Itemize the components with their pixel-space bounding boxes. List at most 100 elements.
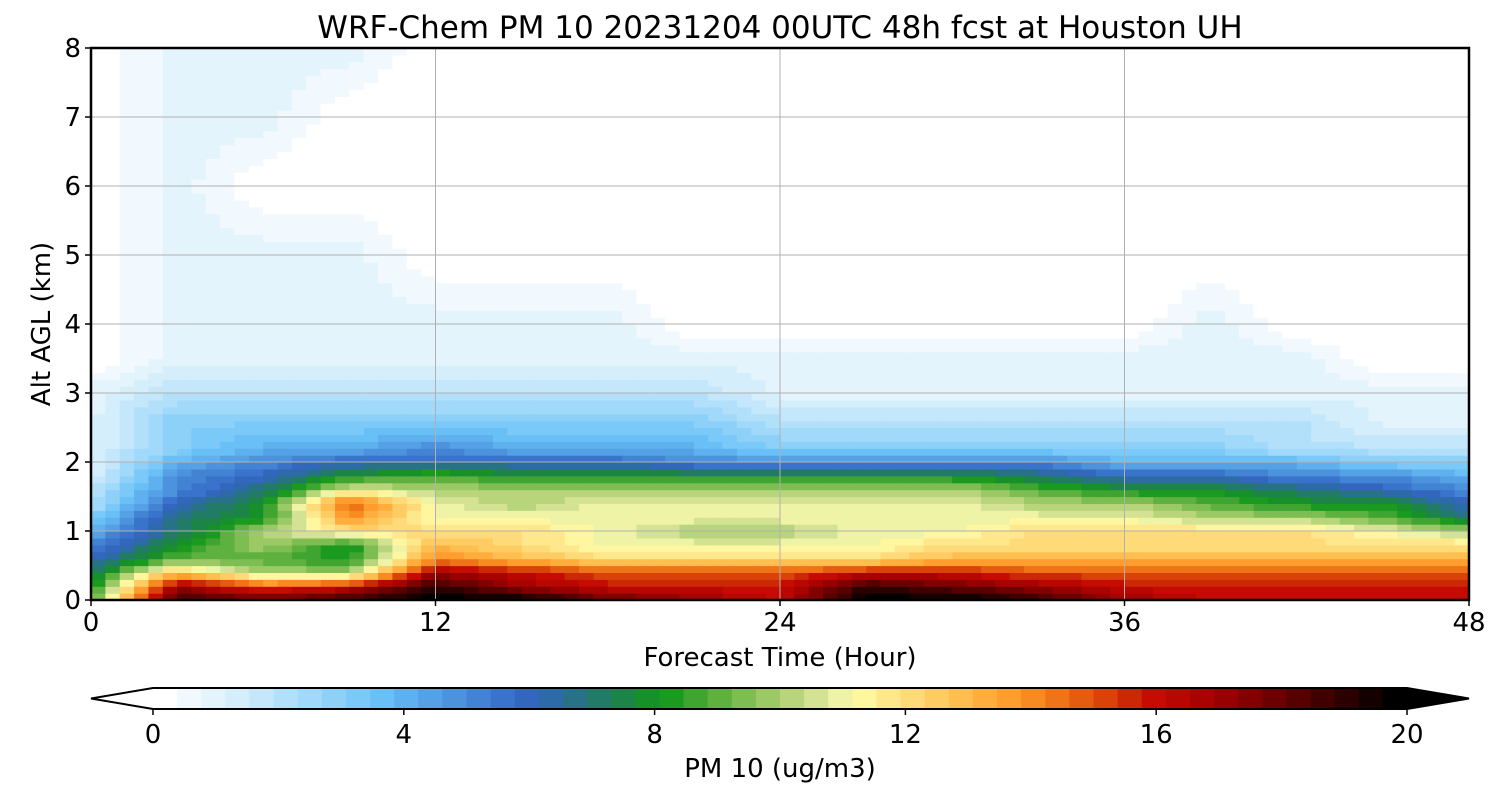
heatmap-cell — [1339, 496, 1355, 504]
heatmap-cell — [1311, 413, 1327, 422]
heatmap-cell — [521, 489, 537, 498]
heatmap-cell — [751, 296, 767, 304]
heatmap-cell — [1138, 241, 1154, 249]
heatmap-cell — [449, 496, 465, 504]
heatmap-cell — [1024, 489, 1039, 498]
heatmap-cell — [535, 393, 551, 401]
heatmap-cell — [1397, 531, 1413, 539]
heatmap-cell — [1124, 531, 1140, 539]
heatmap-cell — [550, 282, 566, 291]
heatmap-cell — [507, 351, 523, 360]
heatmap-cell — [105, 365, 121, 373]
heatmap-cell — [880, 441, 896, 449]
heatmap-cell — [693, 282, 709, 291]
heatmap-cell — [421, 413, 437, 422]
heatmap-cell — [708, 310, 724, 318]
heatmap-cell — [937, 358, 953, 366]
heatmap-cell — [894, 455, 910, 463]
heatmap-cell — [335, 420, 350, 429]
heatmap-cell — [780, 324, 795, 332]
heatmap-cell — [650, 441, 666, 449]
heatmap-cell — [1268, 372, 1283, 380]
heatmap-cell — [1382, 379, 1398, 387]
heatmap-cell — [478, 482, 494, 491]
heatmap-cell — [1038, 268, 1054, 277]
heatmap-cell — [1282, 586, 1298, 594]
heatmap-cell — [306, 303, 322, 311]
heatmap-cell — [220, 399, 236, 408]
heatmap-cell — [794, 517, 810, 525]
heatmap-cell — [1325, 241, 1341, 249]
heatmap-cell — [1454, 420, 1469, 429]
heatmap-cell — [1311, 393, 1327, 401]
heatmap-cell — [1454, 275, 1469, 284]
heatmap-cell — [449, 413, 465, 422]
heatmap-cell — [1153, 303, 1169, 311]
heatmap-cell — [134, 489, 150, 498]
heatmap-cell — [995, 386, 1011, 394]
heatmap-cell — [1411, 241, 1427, 249]
heatmap-cell — [894, 427, 910, 435]
heatmap-cell — [1081, 310, 1097, 318]
heatmap-cell — [1339, 330, 1355, 339]
heatmap-cell — [492, 248, 508, 256]
heatmap-cell — [708, 379, 724, 387]
heatmap-cell — [1397, 344, 1413, 353]
heatmap-cell — [177, 593, 193, 600]
heatmap-cell — [349, 282, 365, 291]
heatmap-cell — [1282, 489, 1298, 498]
heatmap-cell — [521, 241, 537, 249]
heatmap-cell — [449, 565, 465, 573]
heatmap-cell — [1325, 544, 1341, 553]
heatmap-cell — [421, 482, 437, 491]
heatmap-cell — [234, 565, 250, 573]
heatmap-cell — [564, 406, 580, 415]
heatmap-cell — [966, 317, 982, 325]
heatmap-cell — [550, 406, 566, 415]
heatmap-cell — [736, 496, 752, 504]
heatmap-cell — [1138, 558, 1154, 567]
heatmap-cell — [966, 406, 982, 415]
heatmap-cell — [823, 427, 839, 435]
heatmap-cell — [478, 399, 494, 408]
heatmap-cell — [105, 482, 121, 491]
heatmap-cell — [851, 441, 867, 449]
heatmap-cell — [507, 544, 523, 553]
heatmap-cell — [952, 344, 968, 353]
heatmap-cell — [378, 593, 394, 600]
heatmap-cell — [234, 468, 250, 477]
heatmap-cell — [1181, 455, 1197, 463]
heatmap-cell — [421, 455, 437, 463]
heatmap-cell — [1311, 544, 1327, 553]
heatmap-cell — [464, 289, 480, 297]
heatmap-cell — [1138, 517, 1154, 525]
heatmap-cell — [1095, 434, 1111, 442]
heatmap-cell — [1296, 537, 1312, 546]
heatmap-cell — [363, 579, 379, 587]
heatmap-cell — [923, 268, 939, 277]
heatmap-cell — [1081, 399, 1097, 408]
heatmap-cell — [1167, 261, 1183, 270]
heatmap-cell — [105, 537, 121, 546]
heatmap-cell — [1440, 593, 1456, 600]
heatmap-cell — [952, 572, 968, 580]
heatmap-cell — [1282, 379, 1298, 387]
heatmap-cell — [751, 365, 767, 373]
heatmap-cell — [780, 531, 795, 539]
heatmap-cell — [1196, 248, 1212, 256]
heatmap-cell — [650, 255, 666, 263]
heatmap-cell — [1239, 337, 1255, 346]
heatmap-cell — [1382, 317, 1398, 325]
heatmap-cell — [435, 593, 451, 600]
heatmap-cell — [1311, 593, 1327, 600]
heatmap-cell — [1282, 496, 1298, 504]
heatmap-cell — [320, 393, 336, 401]
heatmap-cell — [507, 413, 523, 422]
heatmap-cell — [220, 310, 236, 318]
heatmap-cell — [1024, 482, 1039, 491]
heatmap-cell — [1138, 551, 1154, 560]
heatmap-cell — [1368, 462, 1384, 470]
heatmap-cell — [579, 386, 594, 394]
heatmap-cell — [234, 441, 250, 449]
heatmap-cell — [780, 593, 795, 600]
